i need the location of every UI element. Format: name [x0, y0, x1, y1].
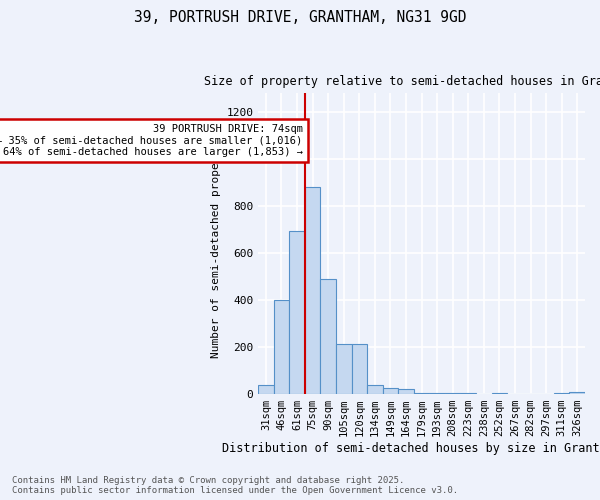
Bar — [460, 393, 476, 394]
Bar — [274, 300, 289, 394]
Title: Size of property relative to semi-detached houses in Grantham: Size of property relative to semi-detach… — [204, 75, 600, 88]
X-axis label: Distribution of semi-detached houses by size in Grantham: Distribution of semi-detached houses by … — [222, 442, 600, 455]
Text: 39, PORTRUSH DRIVE, GRANTHAM, NG31 9GD: 39, PORTRUSH DRIVE, GRANTHAM, NG31 9GD — [134, 10, 466, 25]
Bar — [383, 388, 398, 394]
Bar — [554, 393, 569, 394]
Bar — [367, 384, 383, 394]
Bar — [430, 393, 445, 394]
Text: 39 PORTRUSH DRIVE: 74sqm
← 35% of semi-detached houses are smaller (1,016)
64% o: 39 PORTRUSH DRIVE: 74sqm ← 35% of semi-d… — [0, 124, 302, 157]
Bar — [320, 279, 336, 394]
Bar — [352, 344, 367, 394]
Y-axis label: Number of semi-detached properties: Number of semi-detached properties — [211, 129, 221, 358]
Bar — [445, 393, 460, 394]
Bar — [305, 188, 320, 394]
Bar — [491, 393, 507, 394]
Bar — [414, 393, 430, 394]
Bar — [336, 344, 352, 394]
Text: Contains HM Land Registry data © Crown copyright and database right 2025.
Contai: Contains HM Land Registry data © Crown c… — [12, 476, 458, 495]
Bar — [289, 231, 305, 394]
Bar — [398, 390, 414, 394]
Bar — [569, 392, 585, 394]
Bar — [258, 384, 274, 394]
